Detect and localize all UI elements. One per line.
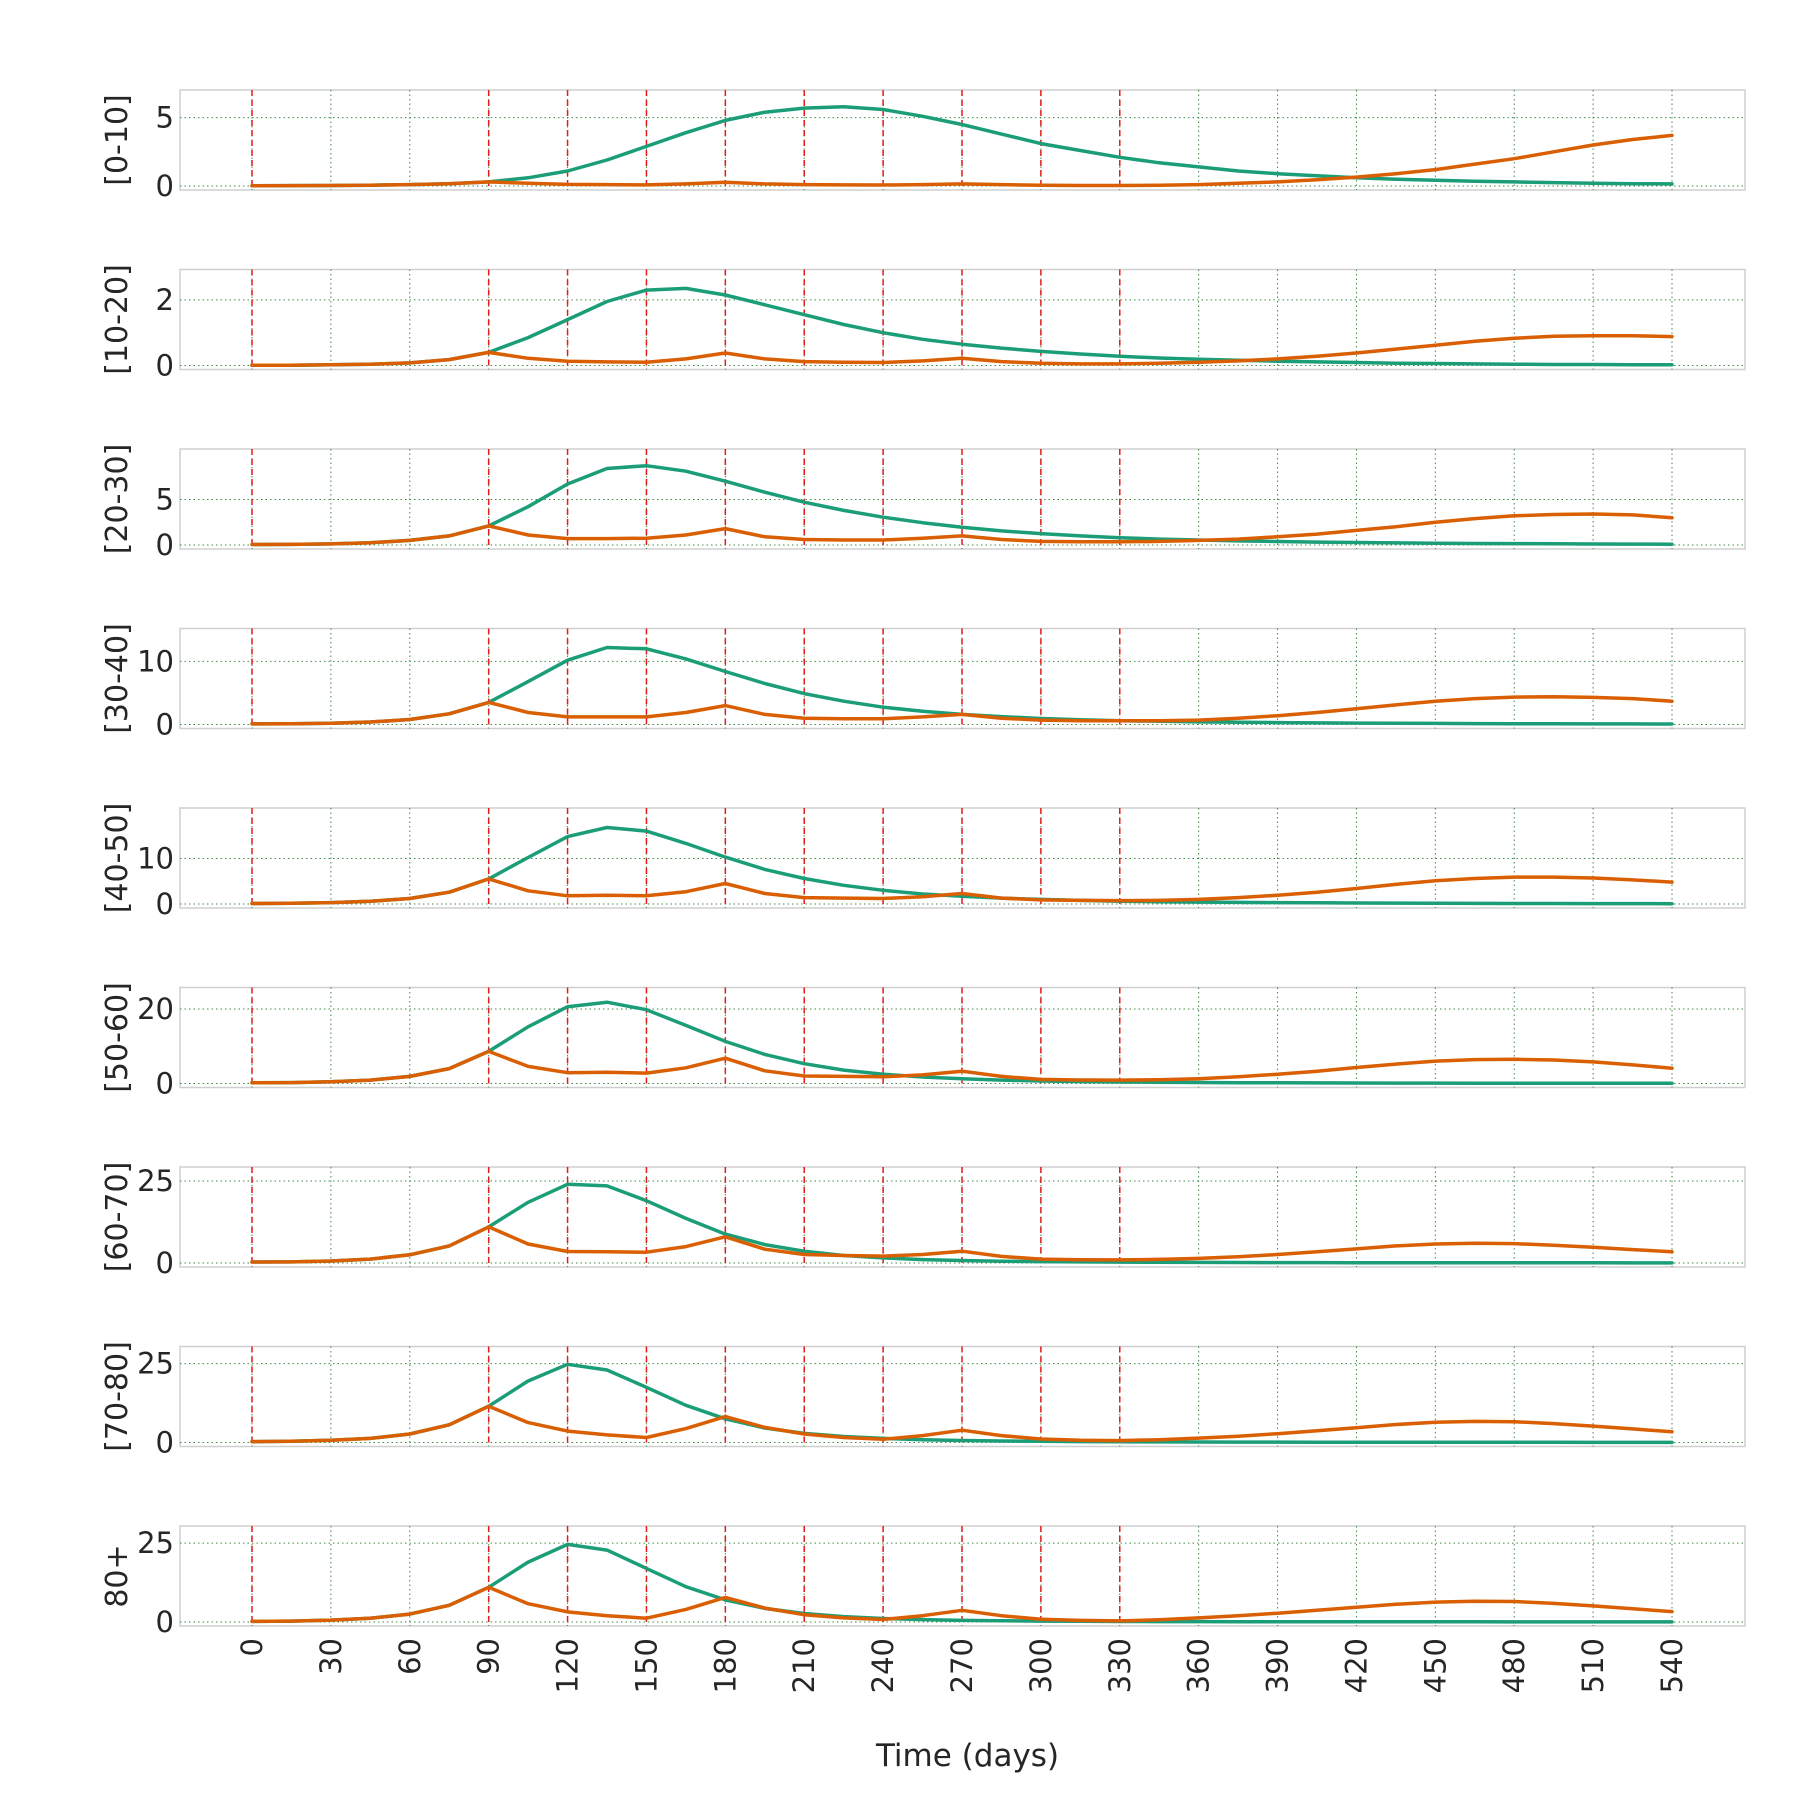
series-line-1 xyxy=(250,512,1674,547)
y-tick-label: 0 xyxy=(156,528,174,562)
y-tick-label: 0 xyxy=(156,1605,174,1639)
x-tick-label: 390 xyxy=(1261,1638,1295,1693)
x-tick-label: 420 xyxy=(1339,1638,1373,1693)
y-tick-label: 5 xyxy=(156,101,174,135)
panel-2: 0 5 [20-30] xyxy=(100,444,1746,562)
x-tick-label: 270 xyxy=(945,1638,979,1693)
x-tick-label: 120 xyxy=(551,1638,585,1693)
y-tick-label: 0 xyxy=(156,1067,174,1101)
panel-label: [0-10] xyxy=(100,94,135,186)
panel-label: 80+ xyxy=(100,1544,135,1607)
y-tick-label: 10 xyxy=(137,841,174,875)
series-line-1 xyxy=(250,875,1674,906)
y-tick-label: 25 xyxy=(137,1526,174,1560)
series-line-1 xyxy=(250,1404,1674,1444)
series-line-1 xyxy=(250,1225,1674,1264)
series-line-1 xyxy=(250,694,1674,726)
x-tick-label: 510 xyxy=(1576,1638,1610,1693)
x-tick-label: 90 xyxy=(472,1638,506,1675)
x-tick-label: 150 xyxy=(629,1638,663,1693)
x-tick-label: 210 xyxy=(787,1638,821,1693)
panel-7: 0 25[70-80] xyxy=(100,1341,1746,1460)
panel-0: 0 5 [0-10] xyxy=(100,89,1746,203)
panel-label: [60-70] xyxy=(100,1162,135,1273)
x-tick-label: 540 xyxy=(1655,1638,1689,1693)
y-tick-label: 25 xyxy=(137,1347,174,1381)
panel-label: [50-60] xyxy=(100,982,135,1093)
y-tick-label: 2 xyxy=(156,283,174,317)
panel-label: [10-20] xyxy=(100,264,135,375)
panel-5: 0 20[50-60] xyxy=(100,982,1746,1101)
x-tick-label: 330 xyxy=(1103,1638,1137,1693)
y-tick-label: 0 xyxy=(156,887,174,921)
panel-6: 0 25[60-70] xyxy=(100,1162,1746,1280)
series-line-1 xyxy=(250,133,1674,188)
panel-1: 0 2 [10-20] xyxy=(100,264,1746,383)
series-line-1 xyxy=(250,1585,1674,1624)
x-tick-label: 180 xyxy=(708,1638,742,1693)
series-line-1 xyxy=(250,1049,1674,1085)
panel-label: [30-40] xyxy=(100,623,135,734)
x-tick-label: 480 xyxy=(1497,1638,1531,1693)
panel-3: 0 10[30-40] xyxy=(100,623,1746,742)
x-tick-label: 240 xyxy=(866,1638,900,1693)
panel-label: [20-30] xyxy=(100,444,135,555)
x-tick-label: 60 xyxy=(393,1638,427,1675)
x-tick-label: 360 xyxy=(1182,1638,1216,1693)
y-tick-label: 0 xyxy=(156,349,174,383)
y-tick-label: 5 xyxy=(156,482,174,516)
panel-label: [40-50] xyxy=(100,803,135,914)
x-tick-label: 0 xyxy=(235,1638,269,1656)
series-line-1 xyxy=(250,333,1674,367)
x-axis-label: Time (days) xyxy=(875,1738,1059,1774)
panel-4: 0 10[40-50] xyxy=(100,803,1746,921)
y-tick-label: 0 xyxy=(156,1246,174,1280)
y-tick-label: 25 xyxy=(137,1164,174,1198)
x-tick-label: 300 xyxy=(1024,1638,1058,1693)
y-tick-label: 20 xyxy=(137,992,174,1026)
y-tick-label: 0 xyxy=(156,708,174,742)
x-tick-label: 450 xyxy=(1418,1638,1452,1693)
y-tick-label: 0 xyxy=(156,169,174,203)
panel-label: [70-80] xyxy=(100,1341,135,1452)
y-tick-label: 10 xyxy=(137,644,174,678)
y-tick-label: 0 xyxy=(156,1426,174,1460)
x-tick-label: 30 xyxy=(314,1638,348,1675)
